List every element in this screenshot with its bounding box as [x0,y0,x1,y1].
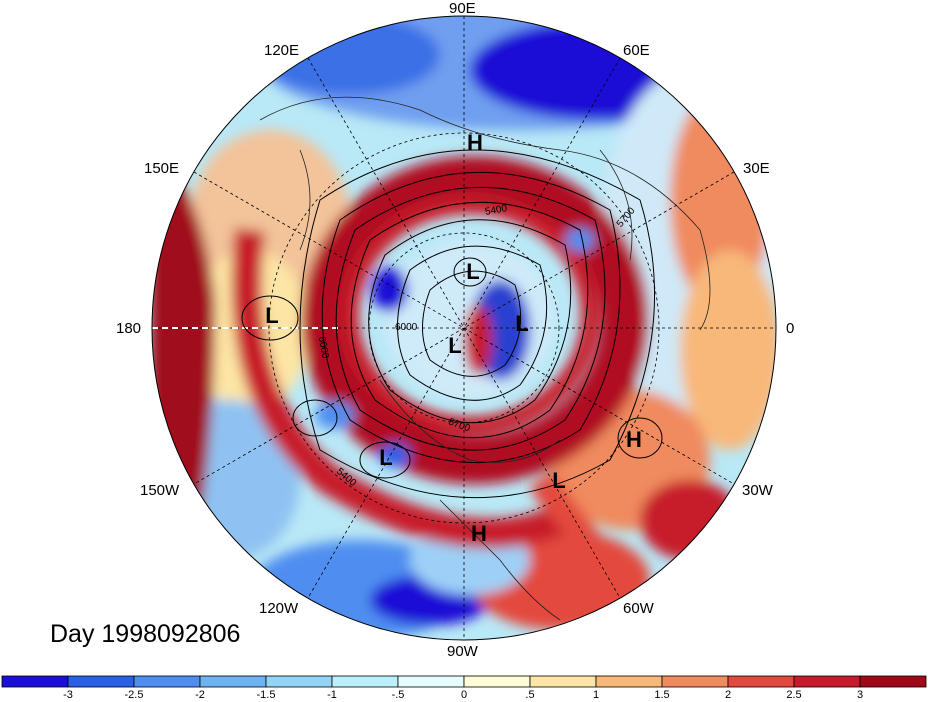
high-pressure-center: H [471,521,487,546]
coastlines [259,96,711,621]
colorbar-swatch [133,675,201,688]
colorbar-tick-label: 2.5 [786,689,802,701]
colorbar-swatch [199,675,267,688]
low-pressure-center: L [552,468,566,493]
colorbar-swatch [661,675,729,688]
colorbar-swatch [793,675,861,688]
height-contours [241,149,663,499]
map-title: Day 1998092806 [50,620,241,648]
high-pressure-center: H [467,130,483,155]
low-pressure-center: L [515,311,529,336]
colorbar-tick-label: 3 [856,689,864,701]
colorbar [1,675,927,688]
colorbar-swatch [463,675,531,688]
low-pressure-center: L [448,333,462,358]
low-pressure-center: L [265,303,279,328]
lon-label-30e: 30E [743,160,770,177]
colorbar-tick-label: 1.5 [654,689,670,701]
lon-label-120e: 120E [264,42,300,59]
colorbar-swatch [331,675,399,688]
colorbar-tick-label: -2 [195,689,205,701]
lon-label-30w: 30W [742,482,773,499]
colorbar-swatch [529,675,597,688]
colorbar-tick-label: -1.5 [256,689,276,701]
lon-label-180: 180 [116,320,142,337]
anomaly-field [152,16,776,640]
colorbar-swatch [397,675,465,688]
colorbar-swatch [727,675,795,688]
lon-label-0: 0 [786,320,795,337]
lon-label-150w: 150W [140,482,180,499]
colorbar-tick-label: -2.5 [124,689,144,701]
lon-label-60w: 60W [623,600,654,617]
lon-label-150e: 150E [144,160,180,177]
low-pressure-center: L [379,445,393,470]
low-pressure-center: L [466,259,480,284]
colorbar-tick-label: -1 [327,689,337,701]
colorbar-tick-label: -.5 [391,689,405,701]
high-pressure-center: H [626,427,642,452]
colorbar-tick-label: -3 [63,689,73,701]
lon-label-90e: 90E [449,0,476,17]
colorbar-swatch [1,675,69,688]
lon-label-120w: 120W [259,600,299,617]
colorbar-tick-label: 2 [724,689,732,701]
colorbar-tick-label: 1 [592,689,600,701]
colorbar-tick-label: .5 [525,689,535,701]
colorbar-tick-label: 0 [460,689,468,701]
lon-label-90w: 90W [447,643,478,660]
map-boundary [151,15,777,641]
colorbar-swatch [859,675,927,688]
colorbar-swatch [67,675,135,688]
lon-label-60e: 60E [623,42,650,59]
contour-label: 6000 [395,322,418,333]
colorbar-swatch [595,675,663,688]
colorbar-swatch [265,675,333,688]
